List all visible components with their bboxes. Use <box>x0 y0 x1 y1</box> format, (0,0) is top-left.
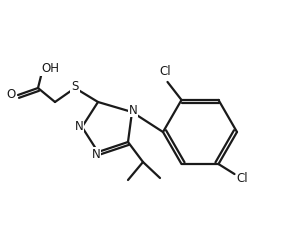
Text: Cl: Cl <box>160 66 171 78</box>
Text: N: N <box>92 148 100 160</box>
Text: O: O <box>6 88 16 102</box>
Text: S: S <box>71 80 79 94</box>
Text: N: N <box>75 120 84 132</box>
Text: N: N <box>129 104 137 117</box>
Text: Cl: Cl <box>237 172 248 184</box>
Text: OH: OH <box>41 62 59 76</box>
